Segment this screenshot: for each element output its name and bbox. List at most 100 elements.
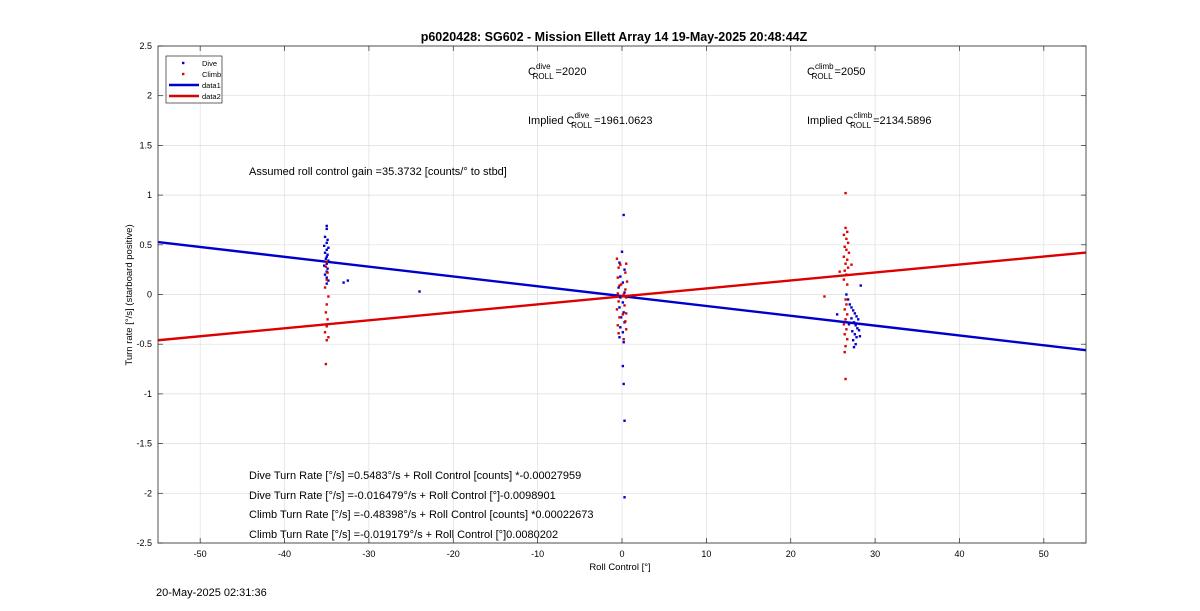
point-dive bbox=[619, 316, 623, 319]
point-climb bbox=[623, 304, 626, 307]
point-climb bbox=[846, 266, 850, 269]
point-climb bbox=[845, 237, 848, 241]
point-climb bbox=[845, 248, 848, 251]
point-dive bbox=[326, 253, 329, 256]
x-tick-label: 40 bbox=[954, 549, 964, 559]
point-climb bbox=[838, 270, 841, 273]
point-climb bbox=[844, 318, 847, 321]
point-dive bbox=[327, 246, 330, 249]
point-climb bbox=[327, 336, 330, 339]
print-timestamp: 20-May-2025 02:31:36 bbox=[156, 587, 267, 599]
point-dive bbox=[850, 306, 853, 309]
y-tick-label: 0.5 bbox=[139, 240, 152, 250]
point-climb bbox=[617, 266, 620, 269]
y-tick-label: -1 bbox=[144, 389, 152, 399]
point-climb bbox=[325, 260, 328, 263]
point-dive bbox=[619, 296, 622, 299]
annotation-climb-eq-counts: Climb Turn Rate [°/s] =-0.48398°/s + Rol… bbox=[249, 509, 594, 521]
point-dive bbox=[850, 317, 853, 320]
annotation-c-roll-climb: Cclimb ROLL =2050 bbox=[807, 62, 865, 81]
point-dive bbox=[327, 279, 330, 282]
x-tick-label: 20 bbox=[786, 549, 796, 559]
point-climb bbox=[846, 283, 849, 286]
point-climb bbox=[324, 311, 328, 314]
point-climb bbox=[846, 338, 849, 341]
x-axis-ticks: -50 -40 -30 -20 -10 0 10 20 30 40 50 bbox=[194, 46, 1049, 559]
point-dive bbox=[835, 313, 839, 316]
point-climb bbox=[846, 230, 849, 234]
point-dive bbox=[326, 238, 329, 242]
point-dive bbox=[324, 257, 328, 260]
point-climb bbox=[624, 288, 627, 291]
point-dive bbox=[854, 343, 857, 346]
point-climb bbox=[842, 278, 846, 281]
point-climb bbox=[324, 362, 328, 366]
point-dive bbox=[848, 303, 851, 306]
point-climb bbox=[325, 339, 328, 342]
point-climb bbox=[619, 283, 623, 286]
point-dive bbox=[326, 267, 329, 270]
point-dive bbox=[618, 336, 621, 339]
point-dive bbox=[325, 227, 328, 231]
x-tick-label: -20 bbox=[447, 549, 460, 559]
point-climb bbox=[842, 323, 846, 326]
point-climb bbox=[323, 286, 327, 289]
point-climb bbox=[823, 295, 826, 298]
point-climb bbox=[625, 312, 628, 315]
point-climb bbox=[844, 262, 847, 265]
y-tick-label: -1.5 bbox=[136, 439, 152, 449]
point-dive bbox=[623, 496, 626, 499]
point-dive bbox=[623, 291, 626, 294]
point-dive bbox=[846, 298, 850, 301]
point-climb bbox=[325, 303, 328, 306]
point-climb bbox=[619, 263, 622, 266]
point-climb bbox=[844, 298, 847, 301]
plot-axes: -50 -40 -30 -20 -10 0 10 20 30 40 50 -2.5-2-1.5-1-… bbox=[136, 41, 1086, 559]
y-tick-label: 1 bbox=[147, 190, 152, 200]
point-dive bbox=[845, 293, 848, 296]
point-dive bbox=[623, 419, 626, 422]
point-dive bbox=[853, 333, 857, 336]
point-dive bbox=[847, 323, 851, 326]
x-tick-label: 50 bbox=[1039, 549, 1049, 559]
x-tick-label: 0 bbox=[619, 549, 624, 559]
point-dive bbox=[855, 336, 858, 339]
point-climb bbox=[621, 313, 625, 316]
fit-lines bbox=[158, 240, 1086, 352]
y-axis-label: Turn rate [°/s] (starboard positive) bbox=[124, 224, 135, 365]
point-dive bbox=[857, 318, 860, 321]
point-climb bbox=[625, 328, 628, 331]
point-dive bbox=[856, 327, 859, 330]
point-dive bbox=[323, 264, 326, 267]
point-dive bbox=[620, 250, 624, 253]
annotation-implied-dive: Implied Cdive ROLL =1961.0623 bbox=[528, 111, 653, 130]
point-climb bbox=[850, 263, 853, 266]
point-dive bbox=[325, 262, 328, 265]
chart-title: p6020428: SG602 - Mission Ellett Array 1… bbox=[421, 30, 808, 44]
legend-label: Climb bbox=[202, 70, 221, 79]
point-dive bbox=[325, 224, 328, 228]
point-dive bbox=[622, 311, 625, 314]
point-climb bbox=[324, 265, 328, 268]
x-axis-label: Roll Control [°] bbox=[589, 562, 650, 573]
point-dive bbox=[346, 279, 350, 282]
x-tick-label: -30 bbox=[362, 549, 375, 559]
point-climb bbox=[844, 377, 847, 381]
legend-label: Dive bbox=[202, 59, 217, 68]
x-tick-label: 30 bbox=[870, 549, 880, 559]
annotation-c-roll-dive: Cdive ROLL =2020 bbox=[528, 62, 586, 81]
point-dive bbox=[327, 259, 330, 262]
point-climb bbox=[616, 324, 619, 327]
point-climb bbox=[842, 255, 846, 258]
x-tick-label: -50 bbox=[194, 549, 207, 559]
point-climb bbox=[617, 332, 620, 335]
point-dive bbox=[621, 281, 625, 284]
y-tick-label: -2 bbox=[144, 488, 152, 498]
point-climb bbox=[624, 271, 627, 274]
point-dive bbox=[618, 261, 621, 264]
point-dive bbox=[325, 282, 328, 285]
point-dive bbox=[622, 382, 625, 386]
data-points bbox=[323, 191, 862, 499]
point-dive bbox=[857, 329, 861, 332]
